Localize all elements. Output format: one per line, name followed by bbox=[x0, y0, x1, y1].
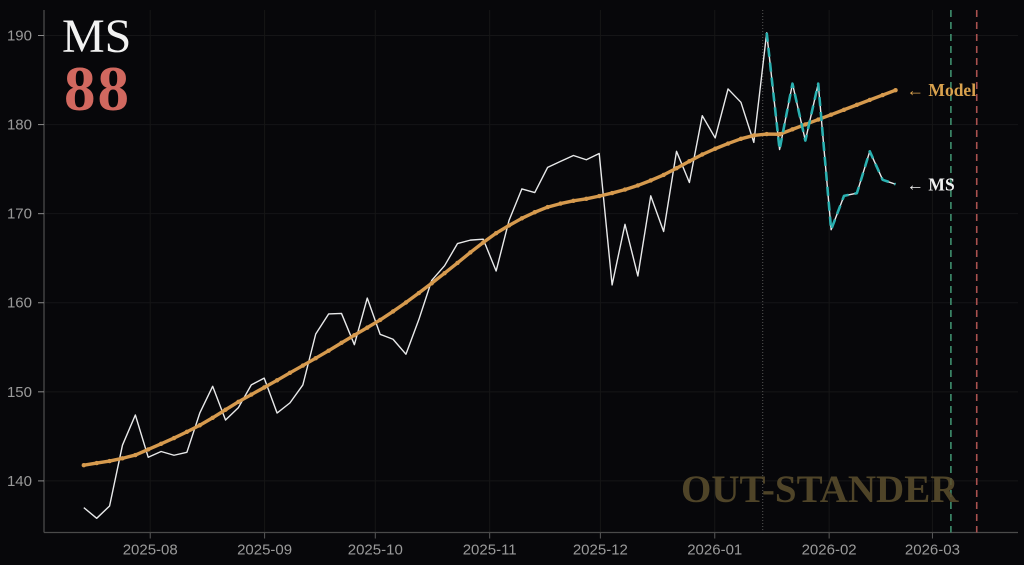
svg-text:2025-12: 2025-12 bbox=[573, 542, 628, 559]
svg-text:170: 170 bbox=[7, 206, 32, 223]
svg-text:2025-10: 2025-10 bbox=[348, 542, 403, 559]
svg-text:← Model: ← Model bbox=[907, 80, 977, 100]
svg-text:88: 88 bbox=[64, 54, 131, 124]
svg-text:← MS: ← MS bbox=[907, 174, 955, 194]
svg-text:OUT-STANDER: OUT-STANDER bbox=[681, 468, 959, 511]
svg-text:150: 150 bbox=[7, 384, 32, 401]
svg-text:2025-11: 2025-11 bbox=[463, 542, 517, 559]
svg-text:2026-01: 2026-01 bbox=[687, 542, 742, 559]
svg-text:160: 160 bbox=[7, 295, 32, 312]
svg-text:2025-08: 2025-08 bbox=[123, 542, 178, 559]
svg-text:180: 180 bbox=[7, 117, 32, 134]
svg-text:190: 190 bbox=[7, 28, 32, 45]
svg-text:2026-03: 2026-03 bbox=[905, 542, 960, 559]
svg-text:140: 140 bbox=[7, 473, 32, 490]
svg-text:2026-02: 2026-02 bbox=[802, 542, 857, 559]
svg-text:2025-09: 2025-09 bbox=[237, 542, 292, 559]
